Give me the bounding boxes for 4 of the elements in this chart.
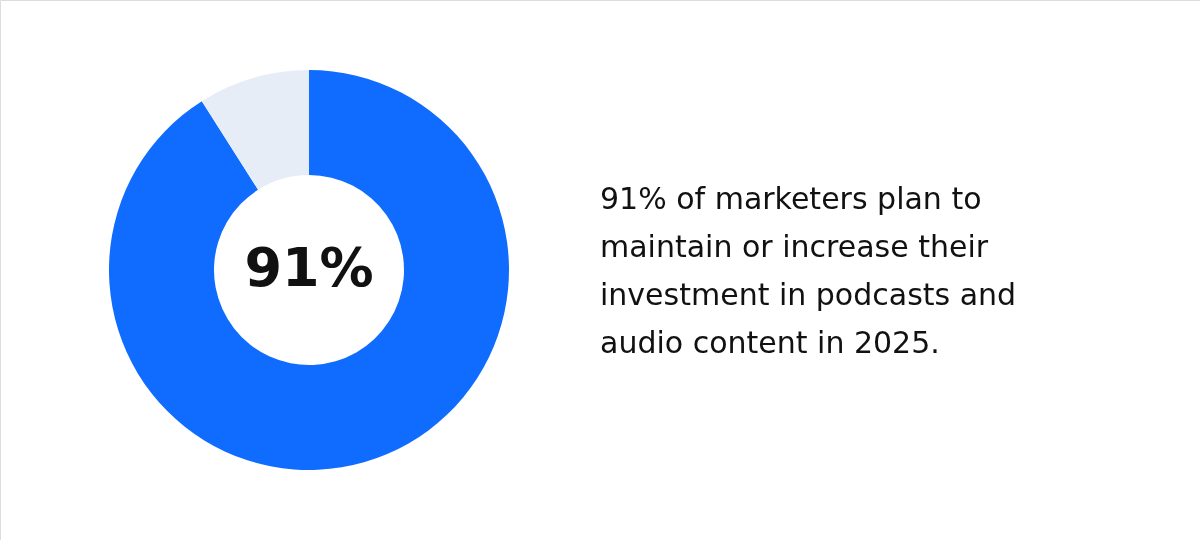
text: 91% of marketers plan to maintain or increase their investment in podcasts and audio content in 2025.: [600, 181, 1017, 360]
donut-slice: [109, 70, 509, 470]
data-label: 91%: [244, 236, 374, 299]
donut-slice: [201, 70, 309, 190]
